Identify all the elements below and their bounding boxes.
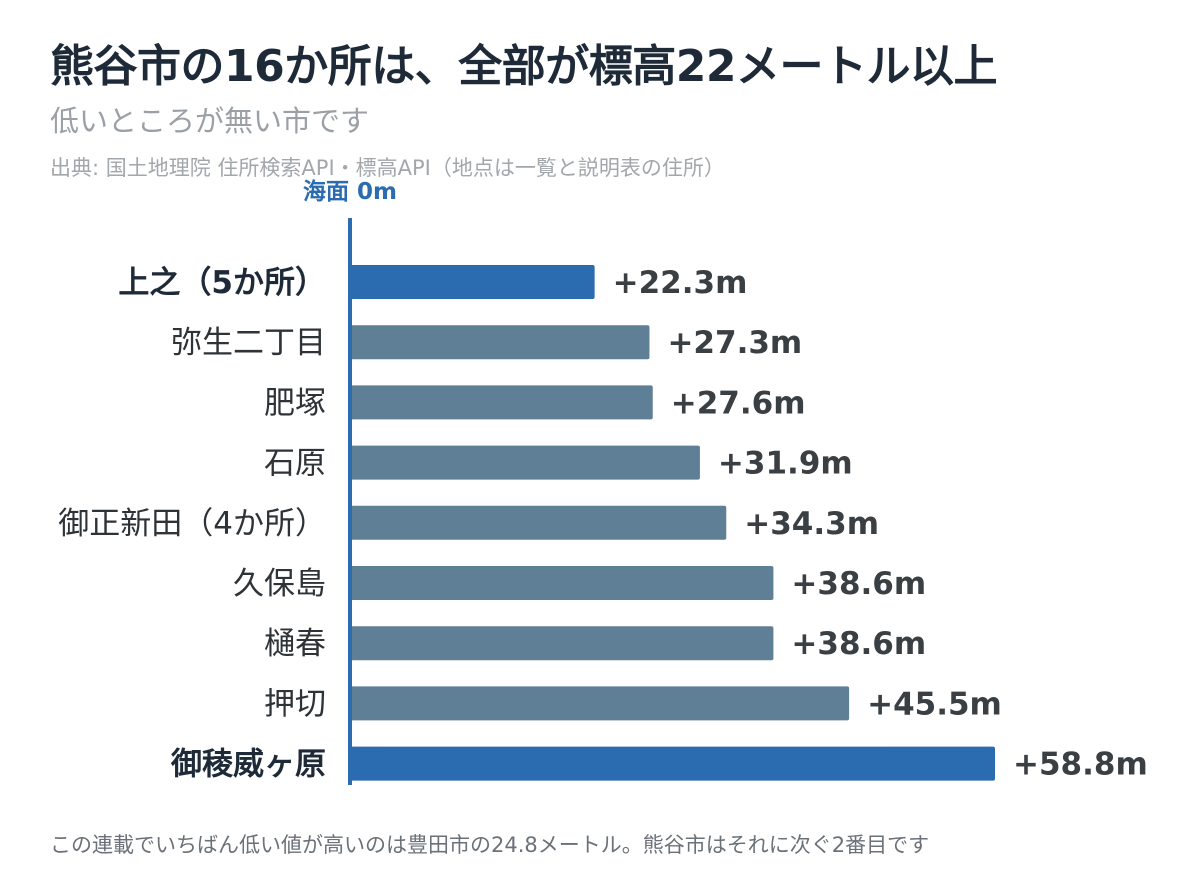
- value-label: +45.5m: [867, 686, 1002, 722]
- baseline-label: 海面 0m: [303, 178, 397, 205]
- bar: [350, 385, 653, 420]
- value-label: +34.3m: [744, 506, 879, 542]
- value-label: +27.6m: [671, 385, 806, 421]
- chart-title: 熊谷市の16か所は、全部が標高22メートル以上: [50, 41, 997, 92]
- category-label: 肥塚: [264, 385, 326, 421]
- category-label: 御正新田（4か所）: [58, 506, 326, 542]
- source-note: 出典: 国土地理院 住所検索API・標高API（地点は一覧と説明表の住所）: [50, 156, 725, 180]
- value-label: +22.3m: [613, 265, 748, 301]
- value-label: +31.9m: [718, 446, 853, 482]
- category-label: 御稜威ヶ原: [170, 747, 326, 783]
- bar: [350, 325, 650, 360]
- value-label: +27.3m: [667, 325, 802, 361]
- bar: [350, 746, 995, 781]
- value-label: +38.6m: [791, 566, 926, 602]
- category-label: 石原: [264, 446, 326, 482]
- bar: [350, 566, 774, 600]
- category-label: 上之（5か所）: [118, 265, 326, 301]
- category-label: 樋春: [264, 626, 326, 662]
- category-label: 久保島: [233, 566, 326, 602]
- value-label: +38.6m: [791, 626, 926, 662]
- bar: [350, 505, 727, 540]
- bar: [350, 265, 595, 299]
- value-label: +58.8m: [1013, 747, 1148, 783]
- bar: [350, 626, 774, 661]
- footnote: この連載でいちばん低い値が高いのは豊田市の24.8メートル。熊谷市はそれに次ぐ2…: [50, 833, 930, 857]
- category-label: 押切: [264, 686, 326, 722]
- bar: [350, 686, 850, 721]
- bar: [350, 445, 700, 480]
- chart-subtitle: 低いところが無い市です: [50, 104, 370, 138]
- category-label: 弥生二丁目: [171, 325, 326, 361]
